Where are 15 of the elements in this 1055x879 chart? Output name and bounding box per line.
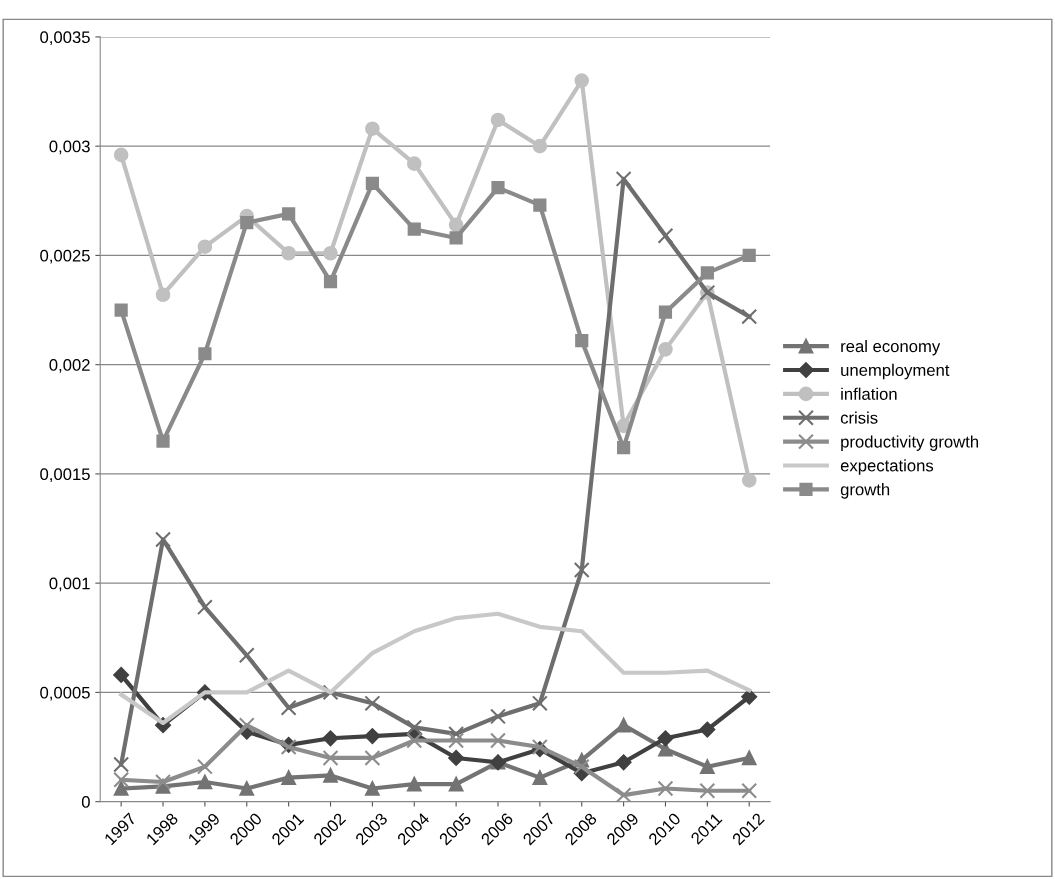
y-tick-label: 0,0015 [40, 468, 90, 483]
legend-label: productivity growth [841, 435, 979, 451]
y-tick-label: 0,002 [49, 359, 90, 373]
legend-label: expectations [840, 459, 934, 475]
y-tick-label: 0,0005 [40, 686, 90, 701]
y-tick-label: 0,003 [49, 140, 90, 155]
y-tick-label: 0,0035 [40, 31, 90, 46]
legend-label: crisis [840, 411, 878, 424]
legend-label: inflation [841, 387, 897, 400]
y-tick-label: 0,0025 [40, 249, 90, 264]
y-tick-label: 0 [81, 796, 90, 808]
legend-label: growth [840, 483, 890, 499]
legend-label: unemployment [841, 363, 950, 380]
legend-label: real economy [841, 339, 941, 356]
y-tick-label: 0,001 [49, 577, 90, 592]
